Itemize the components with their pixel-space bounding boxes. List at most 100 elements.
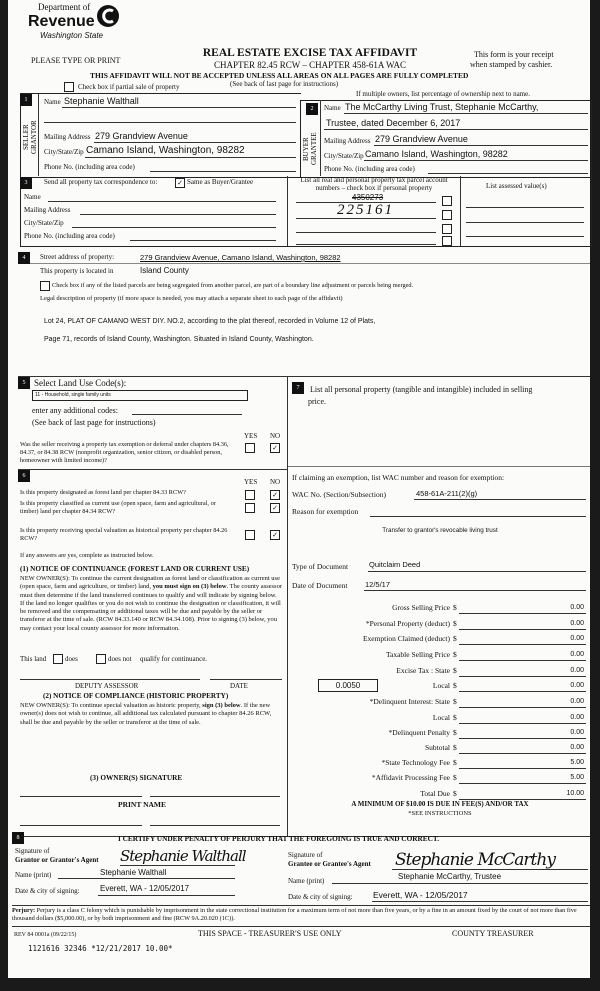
continuance-text: NEW OWNER(S): To continue the current de…	[20, 575, 282, 633]
wac-number[interactable]: 458-61A-211(2)(g)	[416, 489, 478, 498]
correspondence-section	[20, 176, 592, 247]
receipt-note-2: when stamped by cashier.	[470, 60, 553, 69]
tax-row-label: Taxable Selling Price	[385, 650, 450, 659]
continuance-title: (1) NOTICE OF CONTINUANCE (FOREST LAND O…	[20, 565, 250, 573]
does-qualify-checkbox[interactable]	[53, 654, 63, 664]
exemption-no-checkbox[interactable]: ✓	[270, 443, 280, 453]
forest-yes-checkbox[interactable]	[245, 490, 255, 500]
perjury-note: Perjury: Perjury is a class C felony whi…	[12, 907, 590, 923]
seller-mailing-address[interactable]: 279 Grandview Avenue	[95, 131, 188, 141]
grantee-print-name[interactable]: Stephanie McCarthy, Trustee	[398, 872, 502, 881]
tax-row-label: Excise Tax : State	[396, 666, 450, 675]
seller-name-label: Name	[44, 98, 61, 106]
document-paper	[8, 0, 590, 978]
see-instructions-note: *SEE INSTRUCTIONS	[408, 810, 472, 817]
grantor-date-city[interactable]: Everett, WA - 12/05/2017	[100, 884, 190, 893]
tax-row-value[interactable]: 0.00	[570, 682, 584, 689]
legal-description-line2[interactable]: Page 71, records of Island County, Washi…	[44, 336, 314, 343]
tax-row-value[interactable]: 0.00	[570, 620, 584, 627]
personal-property-checkbox-4[interactable]	[442, 236, 452, 246]
personal-property-checkbox-1[interactable]	[442, 196, 452, 206]
currency-symbol: $	[453, 619, 457, 628]
current-use-yes-checkbox[interactable]	[245, 503, 255, 513]
perjury-bold: Perjury:	[12, 907, 36, 914]
grantee-date-city[interactable]: Everett, WA - 12/05/2017	[373, 890, 468, 900]
personal-property-checkbox-2[interactable]	[442, 210, 452, 220]
no-header-6: NO	[270, 478, 281, 486]
grantor-date-label: Date & city of signing:	[15, 887, 80, 895]
grantee-sig-label-1: Signature of	[288, 851, 323, 859]
exemption-yes-checkbox[interactable]	[245, 443, 255, 453]
grantee-signature[interactable]: Stephanie McCarthy	[395, 850, 556, 870]
tax-row-value[interactable]: 0.00	[570, 714, 584, 721]
tax-row-value[interactable]: 5.00	[570, 759, 584, 766]
dor-logo-icon	[97, 5, 119, 27]
historic-no-checkbox[interactable]: ✓	[270, 530, 280, 540]
buyer-name-line1[interactable]: The McCarthy Living Trust, Stephanie McC…	[345, 102, 539, 112]
section-number-3: 3	[20, 177, 32, 189]
historic-yes-checkbox[interactable]	[245, 530, 255, 540]
grantee-name-label: Name (print)	[288, 877, 325, 885]
forest-land-question: Is this property designated as forest la…	[20, 489, 186, 496]
tax-row-label: *State Technology Fee	[381, 758, 451, 767]
tax-row-value[interactable]: 0.00	[570, 744, 584, 751]
buyer-city-label: City/State/Zip	[324, 152, 364, 160]
property-street-address[interactable]: 279 Grandview Avenue, Camano Island, Was…	[140, 253, 341, 262]
tax-row-value[interactable]: 0.00	[570, 698, 584, 705]
parcel-number[interactable]: 225161	[337, 202, 394, 218]
tax-row-value[interactable]: 0.00	[570, 604, 584, 611]
qualify-label: qualify for continuance.	[140, 655, 208, 663]
forest-no-checkbox[interactable]: ✓	[270, 490, 280, 500]
tax-row-value[interactable]: 0.00	[570, 729, 584, 736]
buyer-name-label: Name	[324, 104, 341, 112]
currency-symbol: $	[453, 697, 457, 706]
grantor-sig-label-2: Grantor or Grantor's Agent	[15, 856, 99, 864]
exemption-reason[interactable]: Transfer to grantor's revocable living t…	[382, 527, 498, 534]
tax-row-value[interactable]: 0.00	[570, 667, 584, 674]
current-use-no-checkbox[interactable]: ✓	[270, 503, 280, 513]
same-as-grantee-checkbox[interactable]: ✓	[175, 178, 185, 188]
grantor-sig-label-1: Signature of	[15, 847, 50, 855]
seller-name[interactable]: Stephanie Walthall	[64, 96, 139, 106]
legal-description-line1[interactable]: Lot 24, PLAT OF CAMANO WEST DIY. NO.2, a…	[44, 318, 376, 325]
buyer-mailing-address[interactable]: 279 Grandview Avenue	[375, 134, 468, 144]
currency-symbol: $	[453, 758, 457, 767]
grantor-signature[interactable]: Stephanie Walthall	[120, 847, 247, 865]
see-back-note: (See back of last page for instructions)	[230, 80, 339, 88]
tax-row-value[interactable]: 10.00	[566, 790, 584, 797]
grantor-print-name[interactable]: Stephanie Walthall	[100, 868, 167, 877]
currency-symbol: $	[453, 681, 457, 690]
document-date[interactable]: 12/5/17	[365, 580, 391, 589]
continuance-text-b: . The county assessor must then determin…	[20, 583, 282, 632]
grantee-sig-label-2: Grantee or Grantee's Agent	[288, 860, 371, 868]
land-use-code-select[interactable]: 11 - Household, single family units	[32, 390, 248, 401]
personal-property-checkbox-3[interactable]	[442, 224, 452, 234]
exemption-label: If claiming an exemption, list WAC numbe…	[292, 473, 505, 482]
buyer-city[interactable]: Camano Island, Washington, 98282	[365, 149, 508, 159]
partial-sale-checkbox[interactable]	[64, 82, 74, 92]
logo-line3: Washington State	[40, 31, 104, 40]
form-title: REAL ESTATE EXCISE TAX AFFIDAVIT	[202, 47, 418, 59]
tax-row-value[interactable]: 5.00	[570, 774, 584, 781]
compliance-text-a: NEW OWNER(S): To continue special valuat…	[20, 702, 201, 709]
tax-row-value[interactable]: 0.00	[570, 651, 584, 658]
currency-symbol: $	[453, 789, 457, 798]
doc-type-label: Type of Document	[292, 562, 349, 571]
document-type[interactable]: Quitclaim Deed	[369, 560, 421, 569]
tax-row-value[interactable]: 0.00	[570, 635, 584, 642]
local-rate-box[interactable]: 0.0050	[318, 679, 378, 692]
currency-symbol: $	[453, 634, 457, 643]
segregated-checkbox[interactable]	[40, 281, 50, 291]
does-not-qualify-checkbox[interactable]	[96, 654, 106, 664]
same-as-grantee-label: Same as Buyer/Grantee	[187, 178, 254, 186]
currency-symbol: $	[453, 773, 457, 782]
seller-city[interactable]: Camano Island, Washington, 98282	[86, 145, 245, 156]
this-land-label: This land	[20, 655, 47, 663]
buyer-name-line2[interactable]: Trustee, dated December 6, 2017	[326, 118, 461, 128]
section-number-7: 7	[292, 382, 304, 394]
buyer-section	[300, 100, 592, 178]
property-county[interactable]: Island County	[140, 266, 189, 275]
corr-name-label: Name	[24, 193, 41, 201]
personal-property-label-1: List all personal property (tangible and…	[310, 385, 533, 394]
